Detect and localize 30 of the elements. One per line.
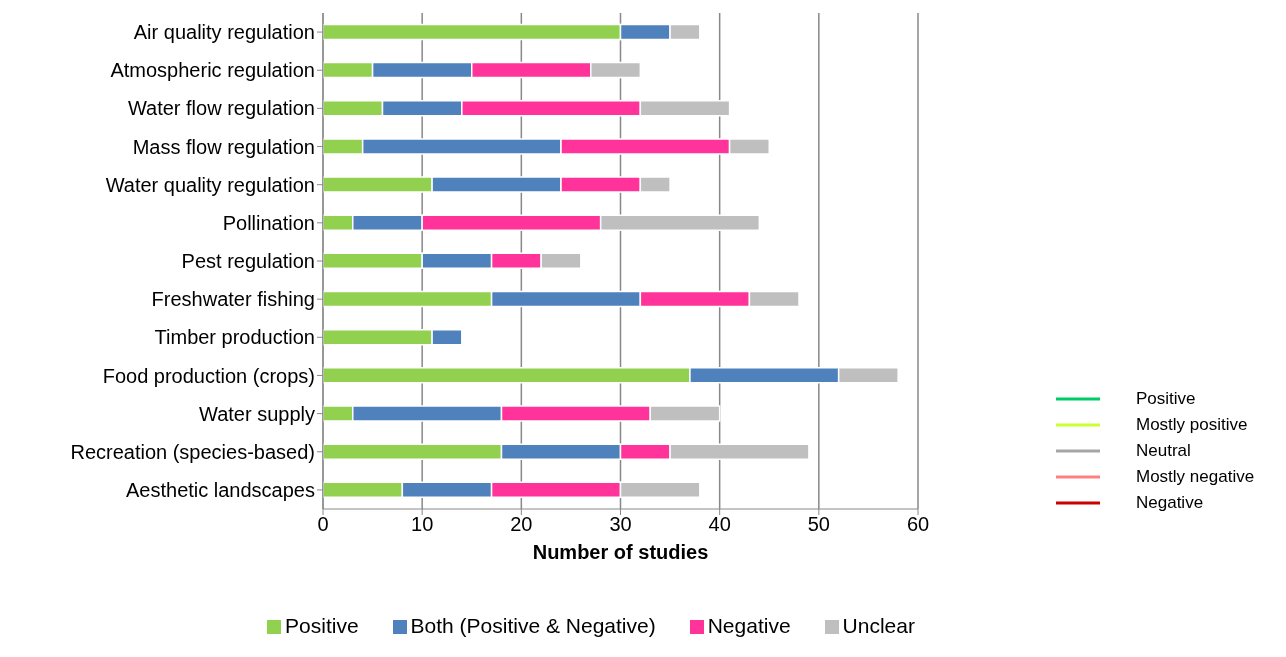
y-tick-label: Water supply (199, 402, 315, 425)
legend-label: Both (Positive & Negative) (410, 614, 656, 637)
x-tick-label: 20 (510, 513, 533, 536)
legend-label: Negative (707, 614, 791, 637)
y-tick-label: Freshwater fishing (151, 288, 315, 311)
y-tick-label: Air quality regulation (133, 21, 315, 44)
y-tick-label: Mass flow regulation (132, 135, 315, 158)
legend-label: Mostly negative (1136, 467, 1255, 487)
x-axis-title: Number of studies (532, 541, 709, 563)
x-tick-label: 50 (807, 513, 830, 536)
x-tick-label: 60 (906, 513, 930, 536)
x-tick-label: 10 (411, 513, 434, 536)
y-tick-label: Food production (crops) (102, 364, 315, 387)
legend-label: Mostly positive (1136, 415, 1248, 435)
y-tick-label: Water flow regulation (127, 97, 315, 120)
x-tick-label: 30 (609, 513, 632, 536)
y-tick-label: Recreation (species-based) (70, 440, 315, 463)
y-tick-label: Water quality regulation (105, 173, 315, 196)
x-tick-label: 0 (317, 513, 329, 536)
y-tick-label: Aesthetic landscapes (125, 479, 315, 502)
y-tick-label: Timber production (154, 326, 315, 349)
legend-label: Neutral (1136, 441, 1191, 461)
legend-label: Negative (1136, 493, 1204, 513)
y-tick-label: Pollination (222, 211, 315, 234)
legend-label: Positive (1136, 389, 1196, 409)
legend-label: Unclear (842, 614, 915, 637)
y-tick-label: Pest regulation (181, 250, 315, 273)
x-tick-label: 40 (708, 513, 731, 536)
legend-label: Positive (285, 614, 359, 637)
y-tick-label: Atmospheric regulation (110, 59, 315, 82)
